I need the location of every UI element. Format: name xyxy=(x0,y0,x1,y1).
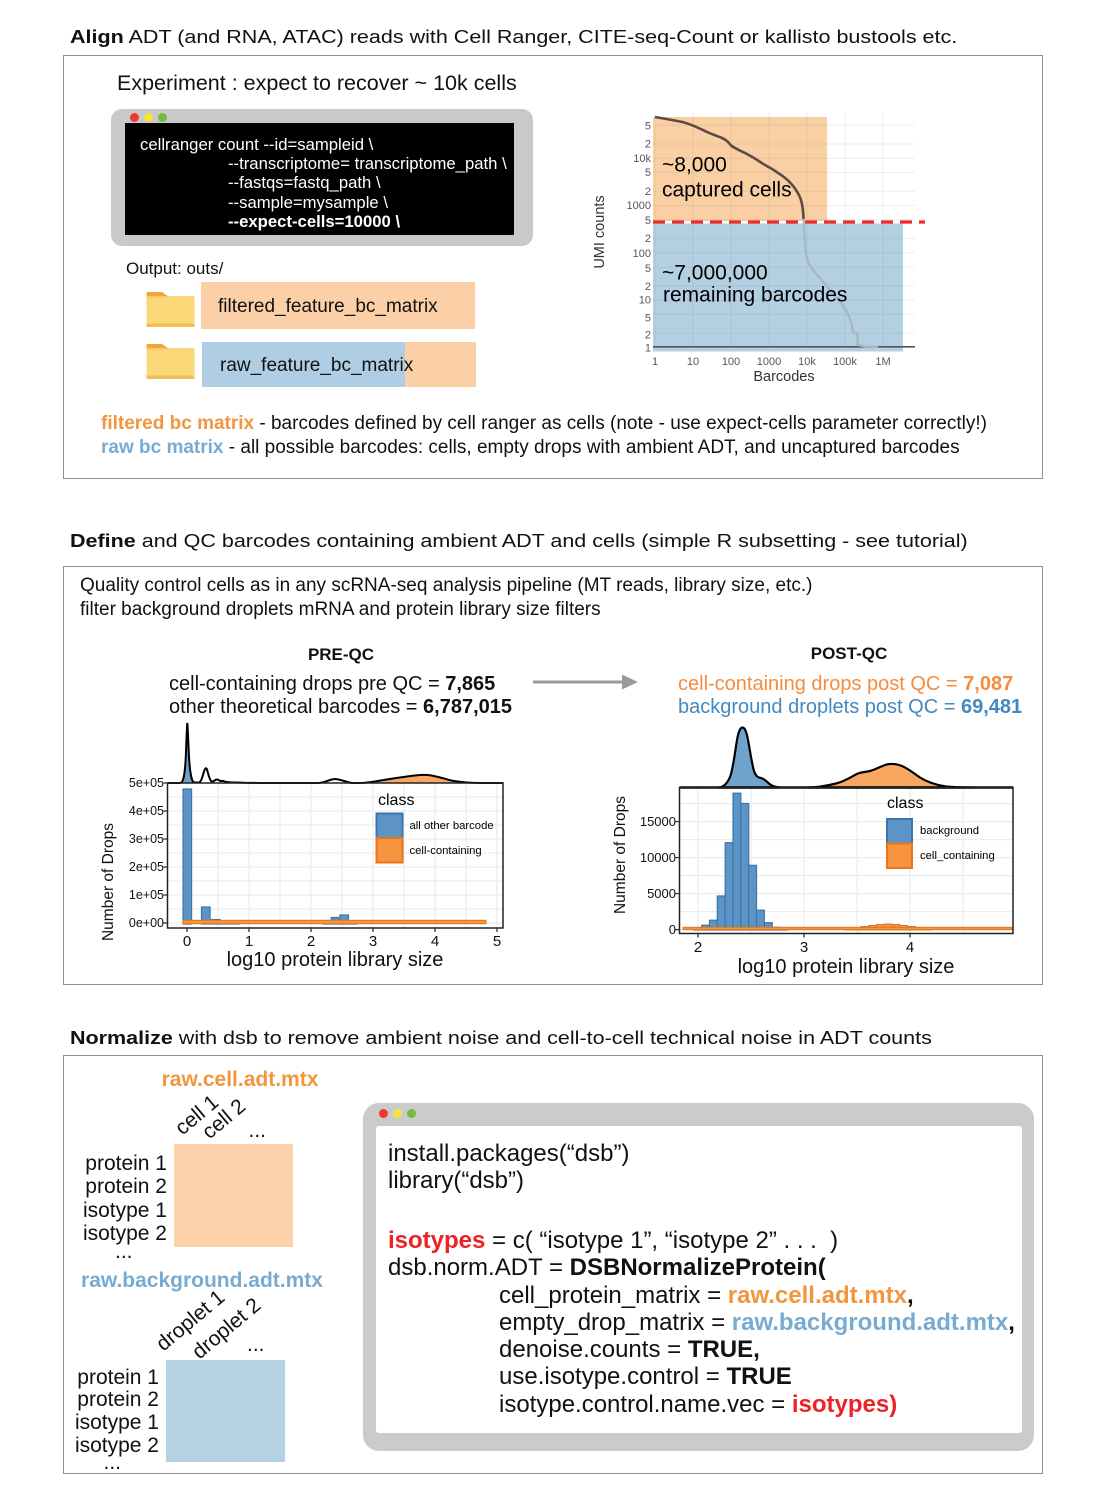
svg-text:~8,000: ~8,000 xyxy=(662,154,727,177)
svg-text:5e+05: 5e+05 xyxy=(129,776,164,790)
svg-text:5: 5 xyxy=(645,121,651,133)
svg-text:2: 2 xyxy=(645,186,651,198)
svg-text:10k: 10k xyxy=(633,153,651,165)
svg-text:cell_containing: cell_containing xyxy=(920,850,995,862)
svg-text:5: 5 xyxy=(645,167,651,179)
svg-text:all other barcode: all other barcode xyxy=(410,820,494,832)
svg-text:15000: 15000 xyxy=(640,814,676,829)
svg-text:2: 2 xyxy=(645,139,651,151)
svg-text:5: 5 xyxy=(645,215,651,227)
svg-text:2: 2 xyxy=(307,933,315,950)
svg-text:4: 4 xyxy=(431,933,439,950)
svg-text:background: background xyxy=(920,825,979,837)
svg-text:1M: 1M xyxy=(875,356,890,368)
svg-text:1000: 1000 xyxy=(627,200,651,212)
svg-text:100: 100 xyxy=(633,248,651,260)
svg-text:5000: 5000 xyxy=(647,886,676,901)
svg-text:class: class xyxy=(378,792,414,809)
svg-text:1: 1 xyxy=(645,343,651,355)
svg-text:1: 1 xyxy=(652,356,658,368)
svg-text:remaining barcodes: remaining barcodes xyxy=(663,284,847,307)
svg-text:3: 3 xyxy=(369,933,377,950)
svg-text:2: 2 xyxy=(645,330,651,342)
svg-text:5: 5 xyxy=(645,263,651,275)
svg-text:4e+05: 4e+05 xyxy=(129,804,164,818)
svg-text:10000: 10000 xyxy=(640,850,676,865)
svg-text:100k: 100k xyxy=(833,356,857,368)
svg-text:cell-containing: cell-containing xyxy=(410,845,482,857)
svg-text:captured cells: captured cells xyxy=(662,179,792,202)
svg-text:10: 10 xyxy=(687,356,699,368)
svg-text:5: 5 xyxy=(493,933,501,950)
svg-text:10k: 10k xyxy=(798,356,816,368)
svg-text:5: 5 xyxy=(645,313,651,325)
svg-text:10: 10 xyxy=(639,295,651,307)
svg-text:0e+00: 0e+00 xyxy=(129,916,164,930)
svg-text:~7,000,000: ~7,000,000 xyxy=(662,262,768,285)
svg-text:log10 protein library size: log10 protein library size xyxy=(738,956,955,978)
svg-text:0: 0 xyxy=(183,933,191,950)
svg-text:3: 3 xyxy=(800,939,808,956)
svg-text:100: 100 xyxy=(722,356,740,368)
svg-text:UMI counts: UMI counts xyxy=(592,195,608,268)
svg-text:Barcodes: Barcodes xyxy=(753,369,814,385)
svg-text:Number of Drops: Number of Drops xyxy=(612,796,629,914)
svg-text:log10 protein library size: log10 protein library size xyxy=(227,949,444,971)
svg-text:Number of Drops: Number of Drops xyxy=(100,823,117,941)
svg-text:2: 2 xyxy=(694,939,702,956)
svg-text:4: 4 xyxy=(906,939,914,956)
svg-text:3e+05: 3e+05 xyxy=(129,832,164,846)
svg-text:1: 1 xyxy=(245,933,253,950)
svg-text:class: class xyxy=(887,795,923,812)
svg-text:2e+05: 2e+05 xyxy=(129,860,164,874)
svg-text:0: 0 xyxy=(669,922,676,937)
svg-text:1e+05: 1e+05 xyxy=(129,888,164,902)
svg-text:1000: 1000 xyxy=(757,356,781,368)
svg-text:2: 2 xyxy=(645,281,651,293)
svg-text:2: 2 xyxy=(645,233,651,245)
